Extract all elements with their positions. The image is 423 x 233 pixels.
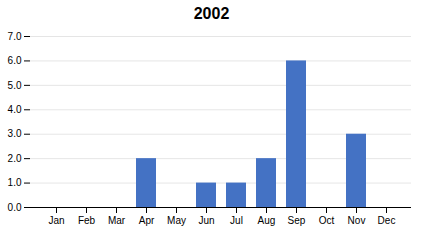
svg-text:Jun: Jun: [198, 215, 214, 226]
svg-text:6.0: 6.0: [8, 55, 22, 66]
svg-text:Sep: Sep: [288, 215, 306, 226]
svg-text:Jul: Jul: [230, 215, 243, 226]
html-text:2002: 2002: [193, 5, 230, 22]
svg-text:Aug: Aug: [258, 215, 276, 226]
svg-text:Jan: Jan: [48, 215, 64, 226]
svg-text:5.0: 5.0: [8, 80, 22, 91]
svg-text:3.0: 3.0: [8, 128, 22, 139]
svg-text:Mar: Mar: [108, 215, 126, 226]
svg-text:Oct: Oct: [319, 215, 335, 226]
svg-text:1.0: 1.0: [8, 177, 22, 188]
svg-text:2.0: 2.0: [8, 153, 22, 164]
svg-text:4.0: 4.0: [8, 104, 22, 115]
svg-text:May: May: [167, 215, 186, 226]
svg-text:Nov: Nov: [348, 215, 366, 226]
svg-text:0.0: 0.0: [8, 202, 22, 213]
svg-text:Dec: Dec: [378, 215, 396, 226]
svg-text:7.0: 7.0: [8, 31, 22, 42]
svg-text:Apr: Apr: [139, 215, 155, 226]
svg-text:Feb: Feb: [78, 215, 96, 226]
